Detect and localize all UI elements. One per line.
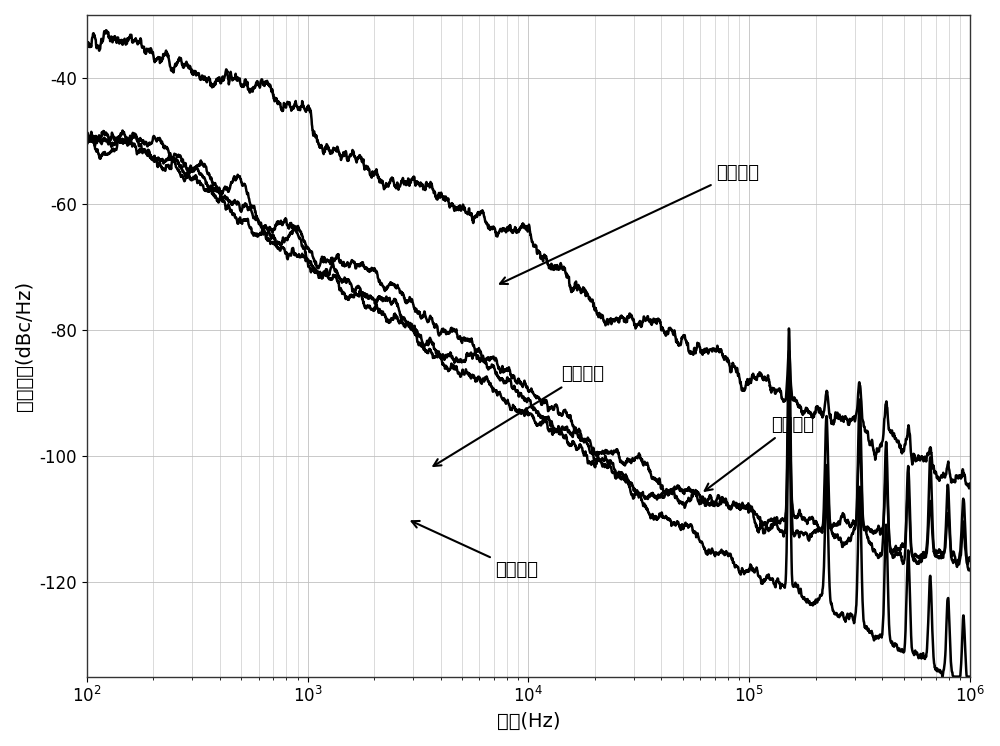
Text: 第二曲线: 第二曲线 — [433, 365, 605, 466]
Text: 第三曲线: 第三曲线 — [705, 416, 814, 491]
Text: 第一曲线: 第一曲线 — [412, 521, 538, 578]
Y-axis label: 相位噪声(dBc/Hz): 相位噪声(dBc/Hz) — [15, 280, 34, 411]
X-axis label: 频偏(Hz): 频偏(Hz) — [497, 712, 560, 731]
Text: 第四曲线: 第四曲线 — [500, 163, 759, 284]
